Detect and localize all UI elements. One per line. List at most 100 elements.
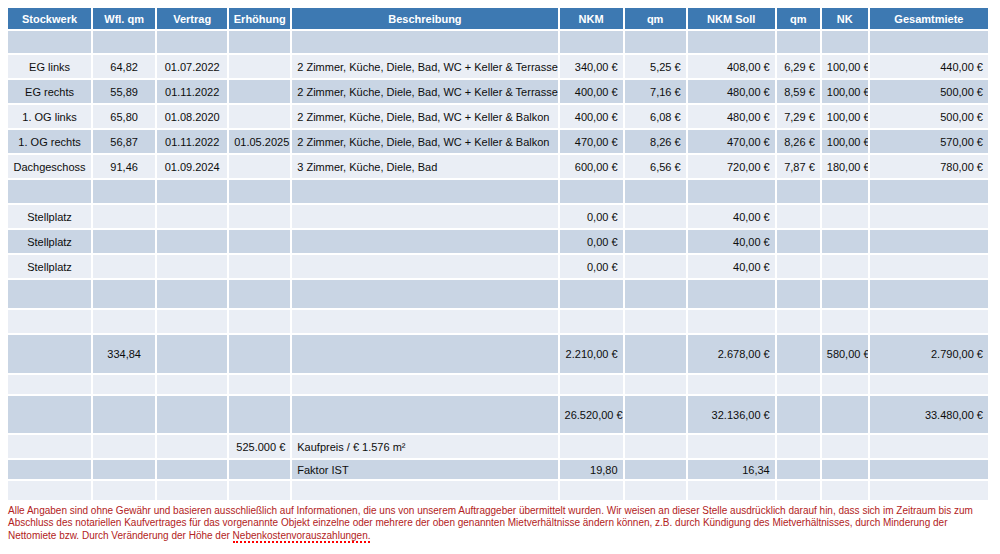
column-header-nkm: NKM	[560, 8, 623, 29]
table-cell	[229, 230, 290, 253]
table-cell	[777, 460, 820, 479]
table-cell: 01.05.2025	[229, 130, 290, 153]
table-cell: 340,00 €	[560, 55, 623, 78]
row-eg-links: EG links64,8201.07.20222 Zimmer, Küche, …	[8, 55, 988, 78]
table-cell: 600,00 €	[560, 155, 623, 178]
table-cell	[229, 31, 290, 53]
table-cell	[229, 55, 290, 78]
table-cell: 2.210,00 €	[560, 335, 623, 373]
table-cell	[93, 481, 155, 500]
table-cell: 3 Zimmer, Küche, Diele, Bad	[292, 155, 557, 178]
row-spacer	[8, 180, 988, 203]
row-stellplatz-3: Stellplatz0,00 €40,00 €	[8, 255, 988, 278]
table-cell	[625, 31, 686, 53]
row-eg-rechts: EG rechts55,8901.11.20222 Zimmer, Küche,…	[8, 80, 988, 103]
table-cell	[8, 435, 91, 458]
row-totals-yearly: 26.520,00 €32.136,00 €33.480,00 €	[8, 396, 988, 433]
table-cell: 01.11.2022	[157, 130, 227, 153]
table-cell: 1. OG links	[8, 105, 91, 128]
table-cell: 440,00 €	[870, 55, 988, 78]
table-cell	[292, 481, 557, 500]
table-cell: 2.678,00 €	[688, 335, 775, 373]
column-header-beschreibung: Beschreibung	[292, 8, 557, 29]
table-cell: 780,00 €	[870, 155, 988, 178]
table-cell	[688, 310, 775, 333]
table-cell: 500,00 €	[870, 80, 988, 103]
table-cell	[229, 80, 290, 103]
table-cell: 480,00 €	[688, 105, 775, 128]
table-cell	[822, 375, 868, 394]
table-cell	[292, 205, 557, 228]
table-cell: Stellplatz	[8, 205, 91, 228]
table-cell	[625, 230, 686, 253]
table-cell	[8, 280, 91, 308]
table-cell: 580,00 €	[822, 335, 868, 373]
table-cell: 2 Zimmer, Küche, Diele, Bad, WC + Keller…	[292, 55, 557, 78]
table-cell	[822, 481, 868, 500]
table-cell	[157, 396, 227, 433]
table-cell: 2 Zimmer, Küche, Diele, Bad, WC + Keller…	[292, 80, 557, 103]
table-cell: 6,08 €	[625, 105, 686, 128]
table-cell	[157, 255, 227, 278]
table-cell	[229, 280, 290, 308]
table-cell	[625, 205, 686, 228]
table-cell: EG rechts	[8, 80, 91, 103]
table-cell	[157, 375, 227, 394]
table-cell: 6,56 €	[625, 155, 686, 178]
table-cell	[560, 310, 623, 333]
table-cell	[777, 335, 820, 373]
table-cell	[292, 335, 557, 373]
table-cell: 0,00 €	[560, 255, 623, 278]
table-cell: 8,59 €	[777, 80, 820, 103]
table-cell	[822, 460, 868, 479]
table-cell	[870, 280, 988, 308]
table-cell	[93, 375, 155, 394]
table-cell	[93, 255, 155, 278]
table-cell: 40,00 €	[688, 205, 775, 228]
table-cell	[560, 435, 623, 458]
table-cell: 01.08.2020	[157, 105, 227, 128]
table-cell	[688, 435, 775, 458]
table-cell	[292, 280, 557, 308]
table-cell	[688, 180, 775, 203]
table-cell	[560, 180, 623, 203]
table-cell	[229, 255, 290, 278]
table-cell	[157, 180, 227, 203]
column-header-gesamtmiete: Gesamtmiete	[870, 8, 988, 29]
table-header-row: StockwerkWfl. qmVertragErhöhungBeschreib…	[8, 8, 988, 29]
table-cell: 8,26 €	[625, 130, 686, 153]
table-cell	[157, 481, 227, 500]
table-cell	[870, 205, 988, 228]
table-cell	[229, 481, 290, 500]
table-cell: 7,87 €	[777, 155, 820, 178]
table-cell	[292, 255, 557, 278]
table-cell	[8, 460, 91, 479]
column-header-wfl-qm: Wfl. qm	[93, 8, 155, 29]
table-cell: Dachgeschoss	[8, 155, 91, 178]
table-cell	[8, 396, 91, 433]
table-cell	[93, 460, 155, 479]
table-cell	[822, 396, 868, 433]
table-cell	[625, 375, 686, 394]
disclaimer-text: Alle Angaben sind ohne Gewähr und basier…	[8, 505, 996, 542]
table-cell: 2 Zimmer, Küche, Diele, Bad, WC + Keller…	[292, 130, 557, 153]
column-header-vertrag: Vertrag	[157, 8, 227, 29]
table-cell	[822, 310, 868, 333]
row-stellplatz-2: Stellplatz0,00 €40,00 €	[8, 230, 988, 253]
table-cell: 5,25 €	[625, 55, 686, 78]
table-cell	[625, 180, 686, 203]
table-cell	[870, 230, 988, 253]
rent-table: StockwerkWfl. qmVertragErhöhungBeschreib…	[6, 6, 990, 502]
table-cell: Faktor IST	[292, 460, 557, 479]
row-spacer	[8, 310, 988, 333]
column-header-stockwerk: Stockwerk	[8, 8, 91, 29]
row-spacer	[8, 481, 988, 500]
table-cell: 55,89	[93, 80, 155, 103]
table-cell	[625, 310, 686, 333]
rent-roll-sheet: StockwerkWfl. qmVertragErhöhungBeschreib…	[0, 6, 1000, 554]
column-header-nkm-soll: NKM Soll	[688, 8, 775, 29]
table-cell	[229, 105, 290, 128]
rent-table-body: EG links64,8201.07.20222 Zimmer, Küche, …	[8, 31, 988, 500]
table-cell	[157, 31, 227, 53]
table-cell: 65,80	[93, 105, 155, 128]
